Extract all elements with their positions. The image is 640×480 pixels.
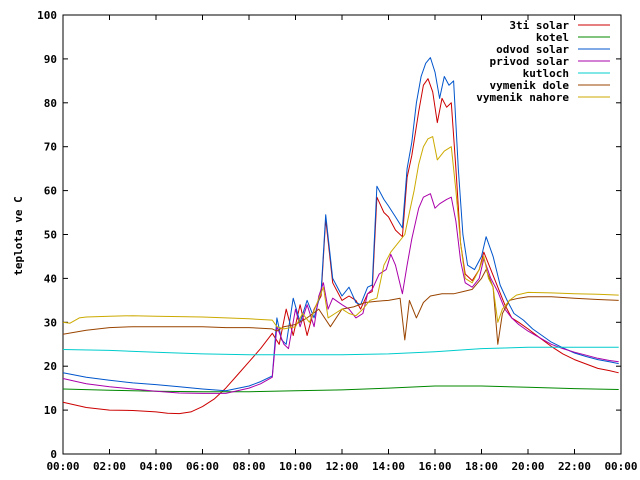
series-lines: [62, 57, 619, 415]
series-line-2: [62, 57, 619, 392]
x-tick-label: 00:00: [604, 460, 637, 473]
x-tick-label: 06:00: [186, 460, 219, 473]
y-tick-label: 50: [44, 229, 57, 242]
x-tick-label: 12:00: [325, 460, 358, 473]
y-tick-label: 20: [44, 360, 57, 373]
x-tick-label: 20:00: [511, 460, 544, 473]
x-tick-label: 02:00: [93, 460, 126, 473]
x-tick-label: 18:00: [465, 460, 498, 473]
y-tick-label: 100: [37, 9, 57, 22]
y-tick-label: 30: [44, 316, 57, 329]
x-tick-label: 22:00: [558, 460, 591, 473]
legend-label: odvod solar: [496, 43, 569, 56]
y-tick-label: 60: [44, 185, 57, 198]
x-tick-label: 10:00: [279, 460, 312, 473]
series-line-6: [62, 136, 619, 330]
x-tick-label: 14:00: [372, 460, 405, 473]
axis-ticks: 0 10 20 30 40 50 60 70 80 90 100 00:00 02:00 04:00 06:…: [37, 9, 637, 473]
x-tick-label: 08:00: [232, 460, 265, 473]
x-tick-label: 04:00: [139, 460, 172, 473]
series-line-3: [62, 193, 619, 394]
legend-label: vymenik nahore: [476, 91, 569, 104]
y-tick-label: 90: [44, 53, 57, 66]
x-tick-label: 00:00: [46, 460, 79, 473]
y-tick-label: 10: [44, 404, 57, 417]
series-line-4: [62, 346, 619, 356]
y-axis-label: teplota ve C: [12, 196, 25, 275]
y-tick-label: 80: [44, 97, 57, 110]
series-line-5: [62, 269, 619, 345]
legend-label: vymenik dole: [490, 79, 570, 92]
series-line-1: [62, 385, 619, 393]
legend-label: kotel: [536, 31, 569, 44]
x-tick-label: 16:00: [418, 460, 451, 473]
y-tick-label: 70: [44, 141, 57, 154]
series-line-0: [62, 78, 619, 415]
legend-label: kutloch: [523, 67, 569, 80]
legend-label: privod solar: [490, 55, 570, 68]
y-tick-label: 40: [44, 272, 57, 285]
y-tick-label: 0: [50, 448, 57, 461]
legend-label: 3ti solar: [509, 19, 569, 32]
